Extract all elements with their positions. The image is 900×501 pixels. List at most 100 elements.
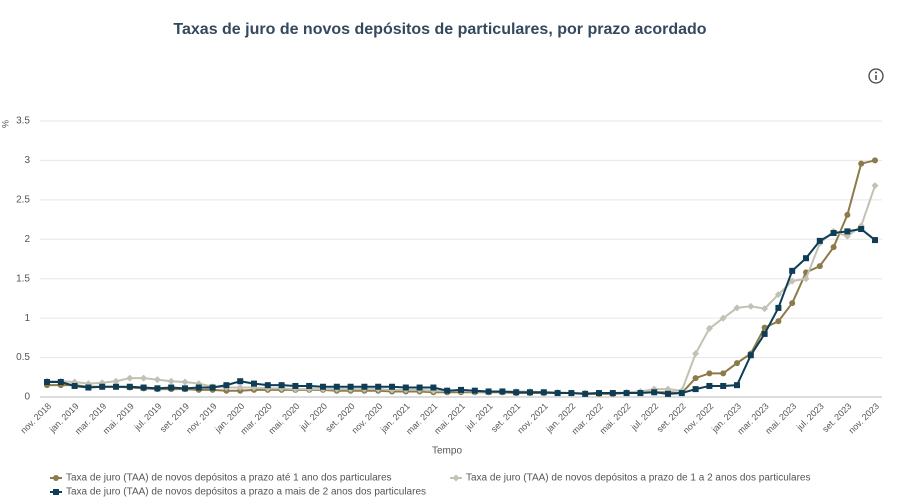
x-tick-label: nov. 2018 xyxy=(19,401,54,436)
point xyxy=(499,388,506,395)
x-tick-label: nov. 2021 xyxy=(515,401,550,436)
y-tick-label: 2 xyxy=(24,234,30,245)
point xyxy=(719,314,727,322)
point xyxy=(844,228,851,235)
point xyxy=(706,382,713,389)
point xyxy=(458,386,464,393)
point xyxy=(733,304,741,312)
point xyxy=(416,384,423,391)
point xyxy=(747,302,755,310)
point xyxy=(816,237,823,244)
point xyxy=(747,352,754,359)
point xyxy=(278,382,285,389)
y-tick-label: 0.5 xyxy=(16,352,30,363)
point xyxy=(844,211,851,218)
series-line xyxy=(47,227,876,395)
point xyxy=(251,380,257,387)
point xyxy=(582,390,589,397)
point xyxy=(223,382,230,389)
y-axis-label: % xyxy=(0,120,10,128)
legend-item: Taxa de juro (TAA) de novos depósitos a … xyxy=(450,473,810,484)
point xyxy=(540,389,547,396)
point xyxy=(452,474,460,482)
point xyxy=(126,374,134,382)
point xyxy=(761,330,768,337)
y-tick-label: 3.5 xyxy=(16,116,30,127)
point xyxy=(761,305,769,313)
point xyxy=(236,384,244,392)
point xyxy=(788,277,796,285)
point xyxy=(623,390,630,397)
point xyxy=(596,390,602,397)
point xyxy=(168,384,175,391)
series-line xyxy=(47,185,876,395)
y-tick-label: 2.5 xyxy=(16,194,30,205)
point xyxy=(361,383,368,390)
point xyxy=(112,377,120,385)
point xyxy=(444,387,451,394)
point xyxy=(734,360,740,367)
point xyxy=(264,382,271,389)
point xyxy=(775,318,782,325)
point xyxy=(85,384,92,391)
point xyxy=(692,350,700,358)
legend-item: Taxa de juro (TAA) de novos depósitos a … xyxy=(50,473,392,484)
point xyxy=(333,383,340,390)
point xyxy=(816,263,823,270)
point xyxy=(858,160,865,167)
point xyxy=(140,384,147,391)
info-icon[interactable] xyxy=(868,68,884,84)
point xyxy=(181,378,189,386)
point xyxy=(734,382,740,389)
point xyxy=(830,244,837,251)
point xyxy=(637,390,644,397)
point xyxy=(389,383,395,390)
x-axis-label: Tempo xyxy=(432,446,462,457)
point xyxy=(209,384,216,391)
point xyxy=(53,475,59,481)
point xyxy=(306,382,313,389)
x-tick-label: nov. 2022 xyxy=(681,401,716,436)
point xyxy=(678,390,685,397)
point xyxy=(154,385,161,392)
point xyxy=(665,390,671,397)
point xyxy=(182,385,188,392)
point xyxy=(140,374,148,382)
point xyxy=(44,379,50,386)
point xyxy=(320,383,326,390)
point xyxy=(720,370,727,377)
legend-item: Taxa de juro (TAA) de novos depósitos a … xyxy=(50,487,426,498)
legend-label: Taxa de juro (TAA) de novos depósitos a … xyxy=(66,473,392,484)
x-tick-label: nov. 2019 xyxy=(184,401,219,436)
point xyxy=(830,229,837,236)
info-dot xyxy=(875,71,877,74)
point xyxy=(774,290,782,298)
point xyxy=(803,255,809,262)
point xyxy=(527,389,533,396)
point xyxy=(554,390,561,397)
point xyxy=(53,489,59,495)
legend-label: Taxa de juro (TAA) de novos depósitos a … xyxy=(466,473,810,484)
point xyxy=(430,384,437,391)
point xyxy=(705,324,713,332)
point xyxy=(99,383,106,390)
point xyxy=(872,237,878,244)
info-button[interactable] xyxy=(868,68,884,84)
point xyxy=(568,390,575,397)
point xyxy=(292,382,299,389)
point xyxy=(651,389,658,396)
point xyxy=(692,375,699,382)
point xyxy=(126,383,133,390)
legend-label: Taxa de juro (TAA) de novos depósitos a … xyxy=(66,487,426,498)
point xyxy=(113,383,119,390)
point xyxy=(195,384,202,391)
point xyxy=(871,182,879,190)
point xyxy=(153,376,161,384)
point xyxy=(402,384,409,391)
point xyxy=(167,377,175,385)
x-tick-label: nov. 2020 xyxy=(350,401,385,436)
y-tick-label: 3 xyxy=(24,155,30,166)
chart-title: Taxas de juro de novos depósitos de part… xyxy=(173,21,706,38)
